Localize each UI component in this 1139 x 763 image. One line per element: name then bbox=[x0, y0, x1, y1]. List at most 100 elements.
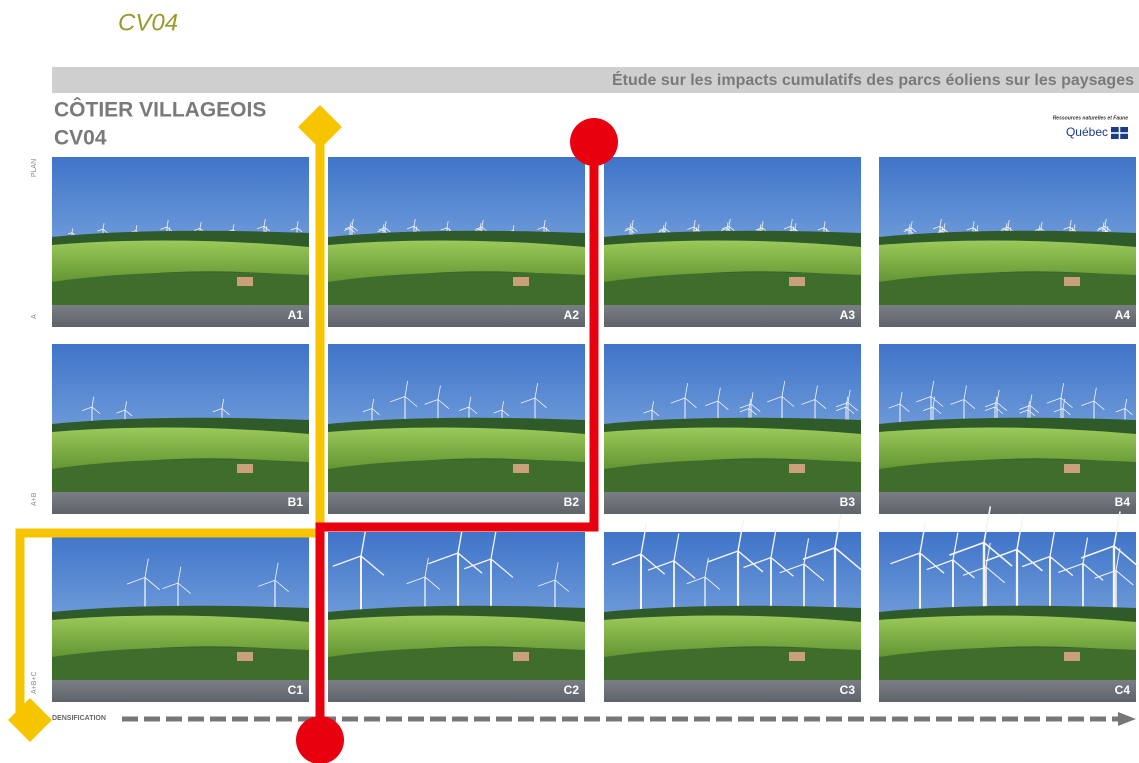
turbine-blade bbox=[834, 547, 862, 571]
turbine-blade bbox=[1005, 223, 1008, 230]
turbine-blade bbox=[910, 221, 913, 228]
turbine-blade bbox=[939, 225, 946, 232]
turbine-blade bbox=[468, 396, 472, 408]
turbine-blade bbox=[1019, 409, 1029, 414]
turbine-blade bbox=[908, 224, 911, 230]
turbine-blade bbox=[537, 579, 556, 587]
turbine-blade bbox=[611, 553, 642, 566]
turbine-blade bbox=[166, 220, 169, 228]
turbine-blade bbox=[1027, 409, 1036, 417]
turbine-blade bbox=[1082, 563, 1104, 581]
turbine-blade bbox=[823, 227, 830, 233]
turbine bbox=[647, 533, 696, 616]
forest bbox=[328, 272, 585, 307]
turbine-blade bbox=[390, 396, 406, 403]
tile-label: C4 bbox=[1115, 683, 1131, 697]
house bbox=[513, 277, 529, 286]
house bbox=[237, 464, 253, 473]
turbine-blade bbox=[481, 226, 488, 232]
turbine-blade bbox=[910, 227, 917, 233]
turbine-blade bbox=[950, 399, 965, 405]
turbine-blade bbox=[545, 227, 548, 232]
turbine-blade bbox=[983, 541, 1013, 567]
turbine-blade bbox=[750, 403, 761, 413]
turbine-blade bbox=[490, 558, 514, 578]
water bbox=[328, 680, 585, 702]
turbine-blade bbox=[512, 225, 515, 231]
turbine-blade bbox=[720, 228, 728, 231]
turbine-blade bbox=[384, 221, 387, 228]
turbine-blade bbox=[1102, 222, 1105, 229]
turbine-blade bbox=[779, 563, 805, 574]
turbine-blade bbox=[1104, 225, 1111, 232]
turbine-blade bbox=[1096, 228, 1104, 231]
turbine-blade bbox=[803, 538, 810, 565]
tile-label: B2 bbox=[564, 495, 580, 509]
turbine-blade bbox=[382, 224, 385, 230]
turbine-blade bbox=[1115, 570, 1134, 586]
yellow-diamond bbox=[298, 105, 342, 149]
turbine-blade bbox=[697, 224, 700, 230]
turbine-blade bbox=[932, 225, 941, 230]
water bbox=[879, 492, 1136, 514]
turbine-blade bbox=[904, 227, 912, 231]
turbine-blade bbox=[360, 555, 385, 576]
turbine-blade bbox=[102, 228, 108, 234]
red-dot bbox=[296, 716, 344, 763]
house bbox=[789, 464, 805, 473]
turbine-blade bbox=[1093, 400, 1105, 410]
turbine-blade bbox=[781, 380, 786, 397]
turbine-blade bbox=[537, 226, 545, 230]
turbine-blade bbox=[629, 223, 632, 230]
turbine-blade bbox=[1069, 220, 1072, 228]
turbine-blade bbox=[790, 218, 793, 227]
turbine-blade bbox=[930, 396, 944, 407]
turbine-blade bbox=[687, 226, 695, 230]
turbine bbox=[1080, 511, 1139, 616]
tile-label: B4 bbox=[1115, 495, 1131, 509]
logo-cross bbox=[1111, 127, 1128, 139]
turbine-blade bbox=[847, 389, 851, 403]
turbine-blade bbox=[748, 398, 752, 409]
house bbox=[1064, 652, 1080, 661]
turbine-blade bbox=[919, 521, 927, 554]
turbine-blade bbox=[943, 223, 946, 230]
turbine-blade bbox=[1029, 405, 1039, 414]
yellow-path bbox=[15, 125, 325, 720]
turbine-blade bbox=[479, 223, 482, 230]
turbine-blade bbox=[1040, 222, 1043, 229]
turbine-blade bbox=[199, 222, 202, 229]
turbine-blade bbox=[721, 225, 730, 230]
turbine-blade bbox=[1019, 405, 1031, 410]
turbine bbox=[949, 506, 1013, 616]
turbine-blade bbox=[501, 401, 504, 411]
turbine-blade bbox=[640, 553, 666, 575]
turbine-blade bbox=[834, 514, 842, 548]
water bbox=[328, 492, 585, 514]
turbine-blade bbox=[116, 409, 126, 414]
turbine-blade bbox=[221, 398, 225, 409]
turbine-blade bbox=[845, 406, 855, 415]
subtitle: CV04 bbox=[54, 127, 107, 150]
turbine-blade bbox=[1060, 397, 1073, 408]
turbine-blade bbox=[1124, 398, 1128, 409]
turbine-blade bbox=[670, 397, 686, 404]
yellow-diamond bbox=[8, 698, 52, 742]
turbine-blade bbox=[144, 577, 161, 591]
water bbox=[879, 680, 1136, 702]
turbine bbox=[1019, 394, 1039, 428]
turbine-blade bbox=[1115, 408, 1126, 413]
turbine-blade bbox=[177, 566, 182, 584]
turbine-blade bbox=[802, 547, 836, 561]
photo: C4 bbox=[879, 506, 1139, 702]
banner bbox=[52, 67, 1139, 93]
turbine-blade bbox=[845, 396, 849, 408]
turbine-blade bbox=[1081, 400, 1095, 406]
forest bbox=[604, 272, 861, 307]
water bbox=[604, 305, 861, 327]
turbine-blade bbox=[124, 401, 127, 411]
tile-label: B1 bbox=[288, 495, 304, 509]
turbine-blade bbox=[349, 228, 356, 233]
turbine-blade bbox=[814, 399, 827, 409]
photo: B2 bbox=[328, 344, 585, 514]
